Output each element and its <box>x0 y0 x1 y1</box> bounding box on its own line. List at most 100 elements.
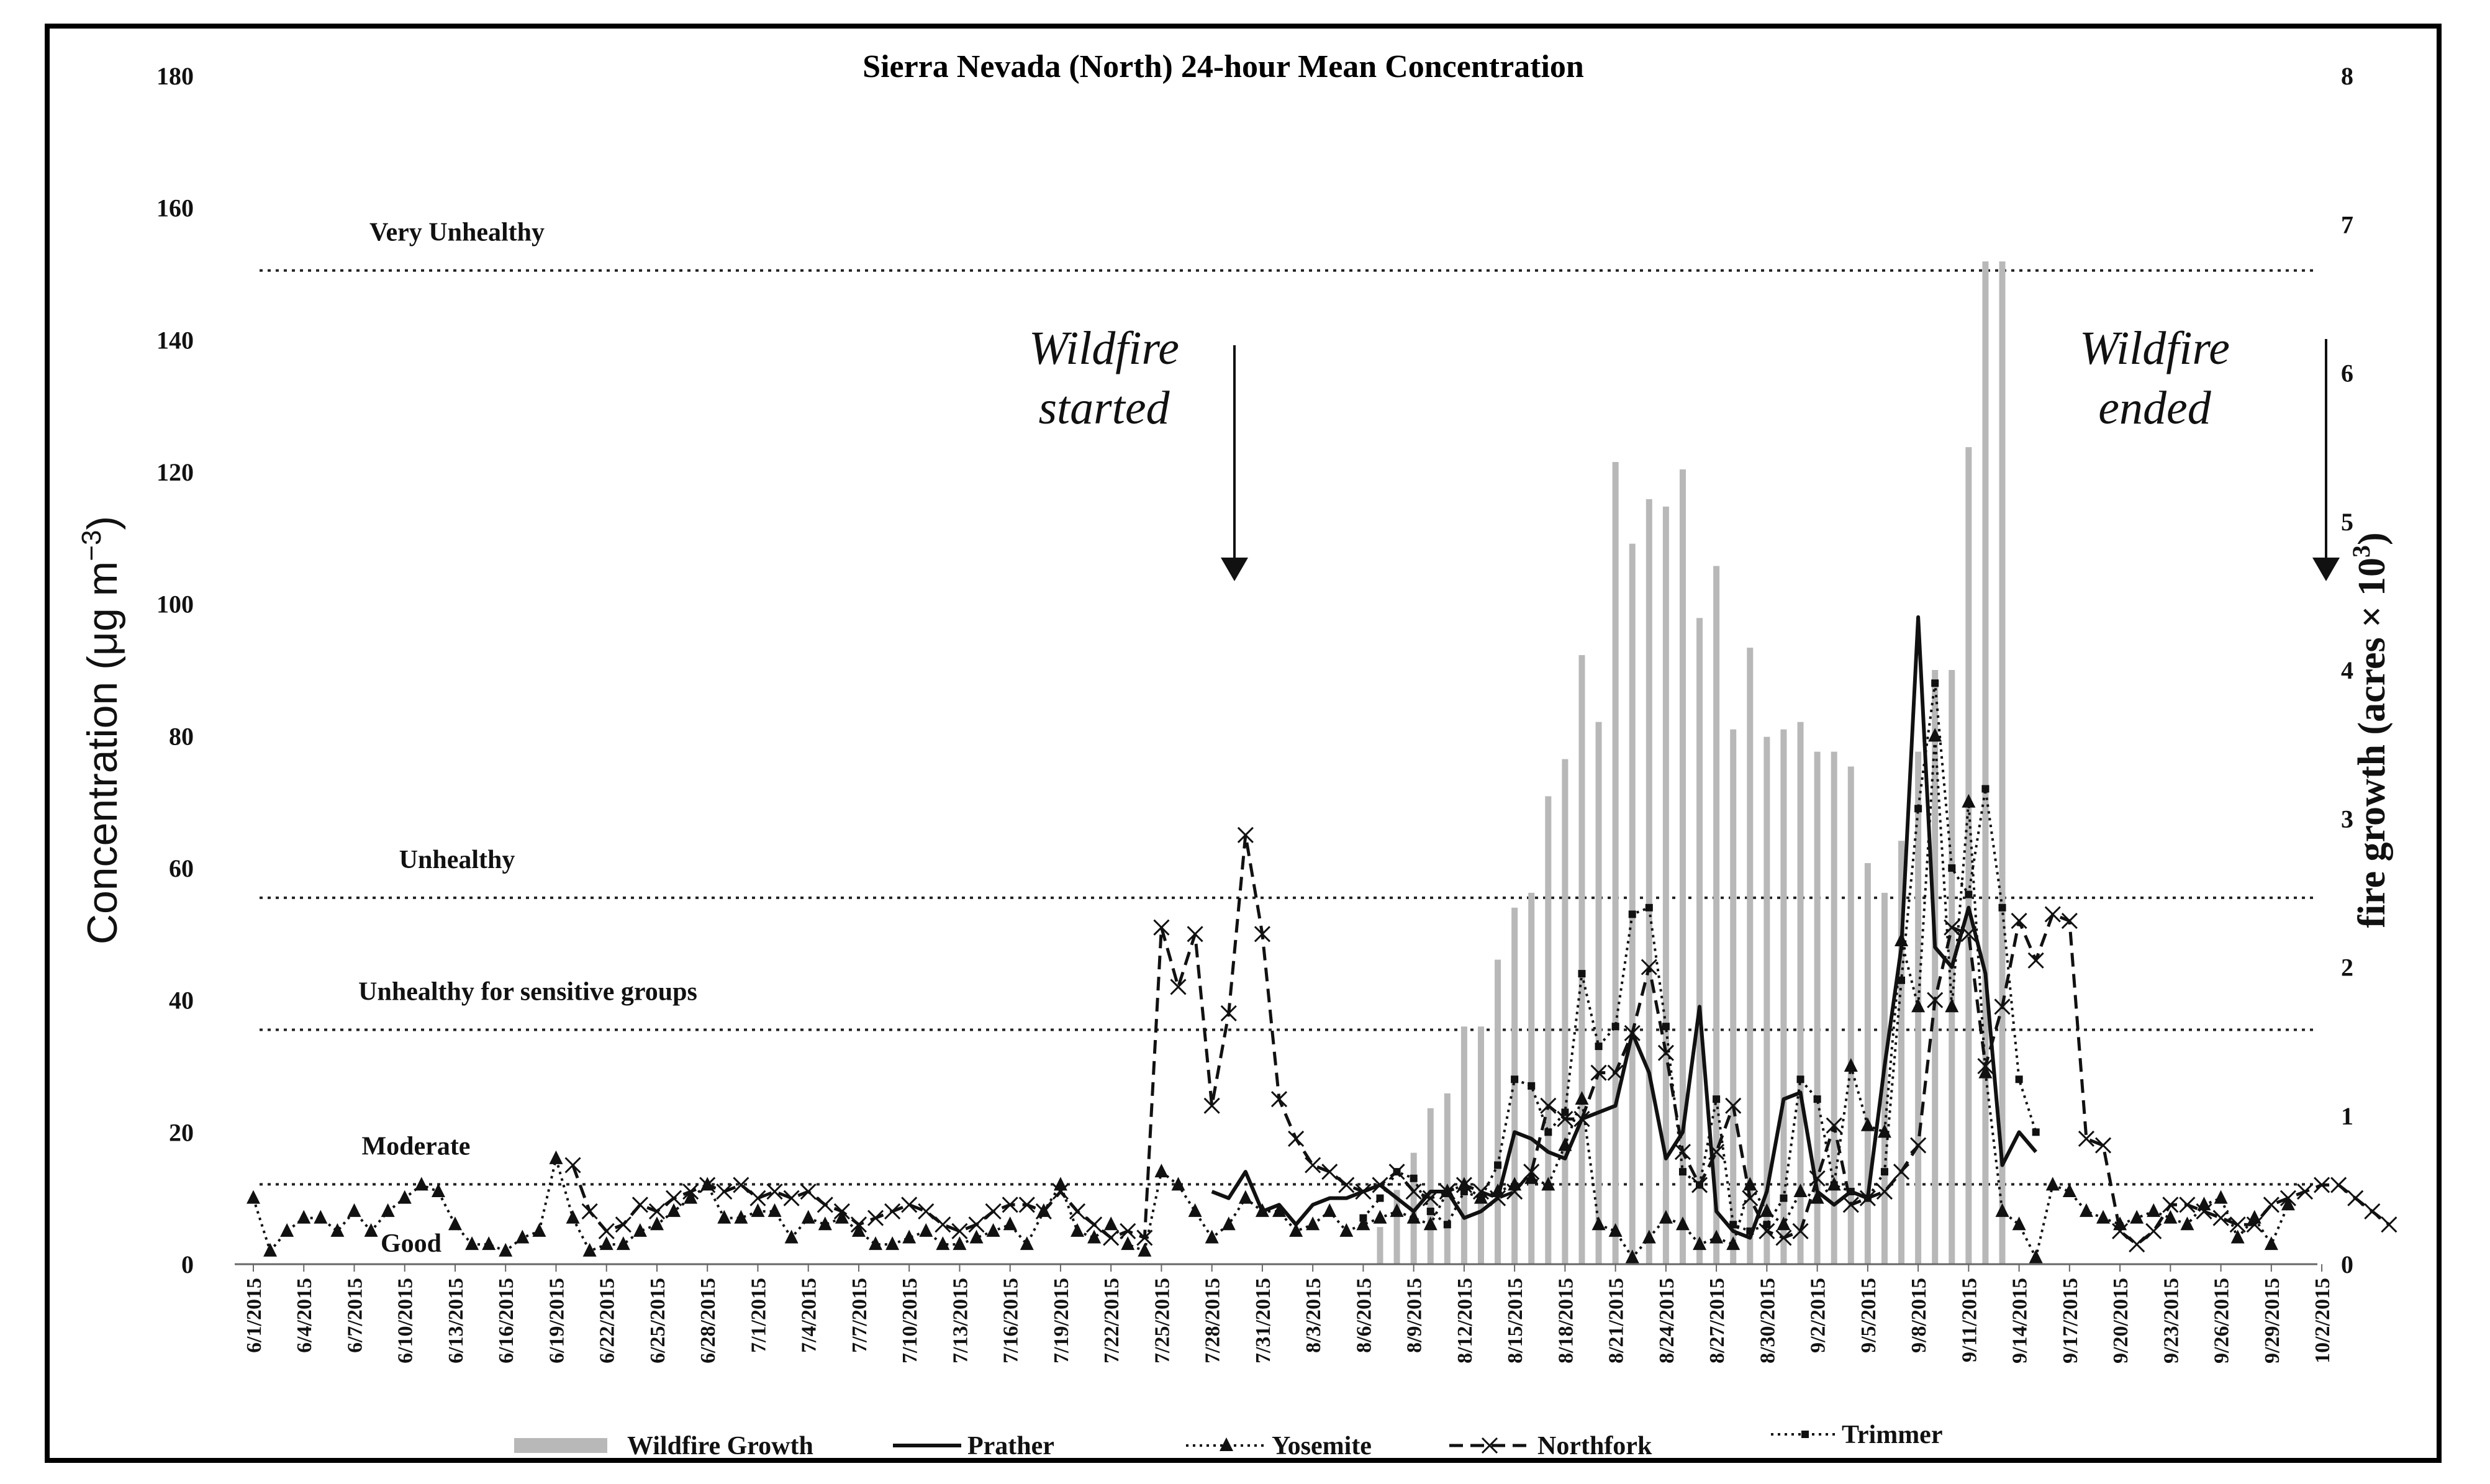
point-yosemite <box>397 1190 412 1204</box>
x-tick-label: 7/16/2015 <box>1000 1278 1023 1364</box>
point-northfork <box>901 1197 918 1213</box>
x-tick-label: 10/2/2015 <box>2311 1278 2334 1364</box>
point-yosemite <box>1491 1183 1505 1198</box>
x-tick-label: 7/10/2015 <box>899 1278 921 1364</box>
point-yosemite <box>835 1210 849 1224</box>
point-yosemite <box>247 1190 260 1204</box>
y-tick-label: 20 <box>169 1118 194 1146</box>
fire-growth-bar <box>1780 729 1787 1264</box>
y-tick-label: 180 <box>156 62 194 90</box>
point-yosemite <box>851 1223 866 1237</box>
point-northfork <box>2145 1223 2162 1239</box>
point-yosemite <box>684 1190 698 1204</box>
point-northfork <box>1321 1164 1338 1180</box>
point-yosemite <box>902 1229 917 1244</box>
x-tick-label: 8/21/2015 <box>1605 1278 1628 1364</box>
legend: Wildfire Growth Prather Yosemite Northfork T… <box>514 1421 1942 1458</box>
point-northfork <box>2078 1130 2094 1147</box>
annotation-ended-line1: Wildfire <box>2080 322 2230 374</box>
x-tick-label: 8/15/2015 <box>1504 1278 1527 1364</box>
point-yosemite <box>280 1223 294 1237</box>
x-tick-label: 9/23/2015 <box>2160 1278 2183 1364</box>
point-trimmer <box>1914 805 1922 813</box>
point-yosemite <box>784 1229 799 1244</box>
point-yosemite <box>650 1216 664 1231</box>
point-yosemite <box>2214 1190 2228 1204</box>
point-trimmer <box>1998 903 2006 912</box>
point-northfork <box>1405 1183 1422 1200</box>
point-trimmer <box>1662 1023 1670 1031</box>
point-yosemite <box>2079 1203 2093 1217</box>
point-northfork <box>884 1203 901 1219</box>
point-yosemite <box>1608 1223 1623 1237</box>
point-northfork <box>564 1157 581 1174</box>
point-northfork <box>1674 1144 1691 1161</box>
point-yosemite <box>448 1216 462 1231</box>
y2-tick-label: 2 <box>2341 954 2353 982</box>
point-northfork <box>2061 913 2078 930</box>
x-tick-label: 6/22/2015 <box>596 1278 619 1364</box>
y-tick-label: 40 <box>169 987 194 1015</box>
x-tick-label: 9/17/2015 <box>2059 1278 2082 1364</box>
point-yosemite <box>1373 1210 1387 1224</box>
point-yosemite <box>936 1236 950 1251</box>
x-tick-label: 7/28/2015 <box>1202 1278 1225 1364</box>
point-legend-yosemite <box>1220 1437 1233 1451</box>
threshold-lines: Very Unhealthy Unhealthy Unhealthy for sen… <box>260 219 2317 1258</box>
legend-label: Prather <box>967 1432 1054 1458</box>
point-yosemite <box>499 1242 513 1257</box>
point-northfork <box>749 1190 766 1206</box>
point-northfork <box>2179 1197 2196 1213</box>
chart-text: Sierra Nevada (North) 24-hour Mean Conce… <box>76 49 2393 944</box>
point-northfork <box>1657 1044 1674 1061</box>
point-yosemite <box>700 1177 715 1191</box>
point-northfork <box>2296 1183 2314 1200</box>
concentration-lines <box>247 615 2397 1454</box>
chart-frame: Very Unhealthy Unhealthy Unhealthy for sen… <box>45 24 2442 1463</box>
point-trimmer <box>1578 970 1586 978</box>
point-northfork <box>2229 1216 2246 1233</box>
point-northfork <box>1237 826 1254 843</box>
point-yosemite <box>1087 1229 1102 1244</box>
fire-growth-bar <box>1898 841 1905 1264</box>
series-line-prather <box>1211 615 2037 1240</box>
point-northfork <box>1086 1216 1103 1233</box>
point-yosemite <box>1390 1203 1404 1217</box>
point-northfork <box>1893 1164 1910 1180</box>
x-tick-label: 6/28/2015 <box>697 1278 720 1364</box>
point-northfork <box>2263 1197 2279 1213</box>
point-yosemite <box>1238 1190 1252 1204</box>
y-tick-label: 0 <box>181 1251 194 1278</box>
point-yosemite <box>515 1229 530 1244</box>
x-tick-label: 9/14/2015 <box>2009 1278 2032 1364</box>
y-tick-label: 60 <box>169 854 194 882</box>
point-northfork <box>2364 1203 2381 1219</box>
point-yosemite <box>953 1236 967 1251</box>
point-northfork <box>1270 1091 1288 1108</box>
x-tick-label: 9/5/2015 <box>1857 1278 1880 1353</box>
point-northfork <box>2094 1137 2112 1154</box>
point-northfork <box>817 1197 833 1213</box>
point-yosemite <box>2264 1236 2278 1251</box>
point-yosemite <box>2096 1210 2111 1224</box>
y2-axis-label: fire growth (acres × 103) <box>2347 532 2393 928</box>
fire-growth-bar <box>1831 751 1837 1264</box>
point-yosemite <box>1743 1177 1757 1191</box>
point-northfork <box>1120 1223 1136 1239</box>
threshold-label: Very Unhealthy <box>369 219 545 247</box>
point-yosemite <box>1860 1117 1875 1131</box>
fire-growth-bar <box>1377 1227 1383 1264</box>
point-yosemite <box>566 1210 580 1224</box>
point-trimmer <box>1494 1161 1502 1169</box>
point-yosemite <box>1760 1203 1774 1217</box>
point-northfork <box>1876 1183 1893 1200</box>
point-northfork <box>1018 1197 1035 1213</box>
point-yosemite <box>1793 1183 1808 1198</box>
fire-growth-bar <box>1410 1152 1417 1264</box>
x-tick-label: 7/13/2015 <box>949 1278 972 1364</box>
x-tick-label: 6/13/2015 <box>445 1278 468 1364</box>
point-northfork <box>1103 1229 1120 1246</box>
point-northfork <box>648 1203 666 1219</box>
point-yosemite <box>330 1223 345 1237</box>
point-yosemite <box>1810 1190 1824 1204</box>
